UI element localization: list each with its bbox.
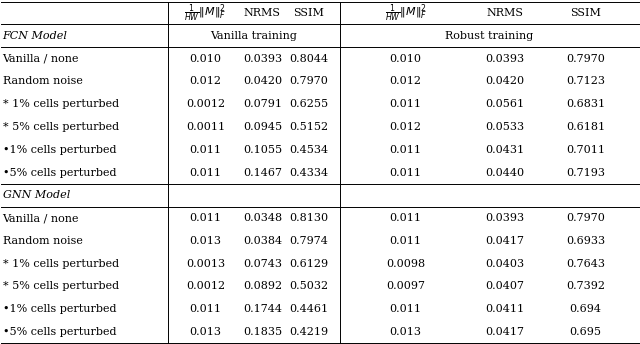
Text: $\frac{1}{HW}\|M\|_F^2$: $\frac{1}{HW}\|M\|_F^2$ [184, 2, 227, 24]
Text: 0.011: 0.011 [189, 304, 221, 314]
Text: 0.7643: 0.7643 [566, 259, 605, 269]
Text: 0.7392: 0.7392 [566, 281, 605, 291]
Text: NRMS: NRMS [486, 8, 523, 18]
Text: 0.011: 0.011 [390, 145, 422, 155]
Text: 0.012: 0.012 [390, 76, 422, 86]
Text: 0.011: 0.011 [390, 304, 422, 314]
Text: * 1% cells perturbed: * 1% cells perturbed [3, 259, 118, 269]
Text: 0.0393: 0.0393 [243, 54, 282, 64]
Text: 0.1744: 0.1744 [243, 304, 282, 314]
Text: 0.0393: 0.0393 [485, 213, 524, 223]
Text: 0.0420: 0.0420 [485, 76, 524, 86]
Text: 0.011: 0.011 [390, 99, 422, 109]
Text: 0.0407: 0.0407 [485, 281, 524, 291]
Text: 0.0011: 0.0011 [186, 122, 225, 132]
Text: 0.7974: 0.7974 [289, 236, 328, 246]
Text: 0.012: 0.012 [390, 122, 422, 132]
Text: 0.0417: 0.0417 [485, 236, 524, 246]
Text: 0.7970: 0.7970 [566, 213, 605, 223]
Text: 0.0417: 0.0417 [485, 327, 524, 337]
Text: Vanilla / none: Vanilla / none [3, 54, 79, 64]
Text: 0.011: 0.011 [390, 168, 422, 178]
Text: 0.1055: 0.1055 [243, 145, 282, 155]
Text: 0.0403: 0.0403 [485, 259, 524, 269]
Text: 0.6255: 0.6255 [289, 99, 328, 109]
Text: $\frac{1}{HW}\|M\|_F^2$: $\frac{1}{HW}\|M\|_F^2$ [385, 2, 427, 24]
Text: •1% cells perturbed: •1% cells perturbed [3, 304, 116, 314]
Text: 0.0097: 0.0097 [386, 281, 425, 291]
Text: 0.4219: 0.4219 [289, 327, 328, 337]
Text: * 5% cells perturbed: * 5% cells perturbed [3, 122, 118, 132]
Text: 0.7970: 0.7970 [566, 54, 605, 64]
Text: 0.010: 0.010 [390, 54, 422, 64]
Text: FCN Model: FCN Model [3, 31, 67, 41]
Text: GNN Model: GNN Model [3, 190, 70, 200]
Text: NRMS: NRMS [244, 8, 281, 18]
Text: 0.0533: 0.0533 [485, 122, 524, 132]
Text: 0.7193: 0.7193 [566, 168, 605, 178]
Text: 0.6181: 0.6181 [566, 122, 605, 132]
Text: 0.8044: 0.8044 [289, 54, 328, 64]
Text: 0.7970: 0.7970 [289, 76, 328, 86]
Text: Random noise: Random noise [3, 236, 83, 246]
Text: •1% cells perturbed: •1% cells perturbed [3, 145, 116, 155]
Text: 0.6831: 0.6831 [566, 99, 605, 109]
Text: 0.013: 0.013 [390, 327, 422, 337]
Text: 0.011: 0.011 [189, 213, 221, 223]
Text: SSIM: SSIM [293, 8, 324, 18]
Text: 0.695: 0.695 [570, 327, 602, 337]
Text: 0.0945: 0.0945 [243, 122, 282, 132]
Text: 0.0098: 0.0098 [386, 259, 426, 269]
Text: 0.011: 0.011 [189, 145, 221, 155]
Text: Robust training: Robust training [445, 31, 534, 41]
Text: SSIM: SSIM [570, 8, 601, 18]
Text: 0.0013: 0.0013 [186, 259, 225, 269]
Text: 0.0791: 0.0791 [243, 99, 282, 109]
Text: 0.0384: 0.0384 [243, 236, 282, 246]
Text: 0.013: 0.013 [189, 236, 221, 246]
Text: 0.1467: 0.1467 [243, 168, 282, 178]
Text: 0.1835: 0.1835 [243, 327, 282, 337]
Text: 0.4534: 0.4534 [289, 145, 328, 155]
Text: 0.0420: 0.0420 [243, 76, 282, 86]
Text: Vanilla / none: Vanilla / none [3, 213, 79, 223]
Text: 0.5152: 0.5152 [289, 122, 328, 132]
Text: 0.010: 0.010 [189, 54, 221, 64]
Text: 0.0012: 0.0012 [186, 281, 225, 291]
Text: 0.7011: 0.7011 [566, 145, 605, 155]
Text: 0.4334: 0.4334 [289, 168, 328, 178]
Text: 0.011: 0.011 [390, 236, 422, 246]
Text: 0.7123: 0.7123 [566, 76, 605, 86]
Text: 0.0743: 0.0743 [243, 259, 282, 269]
Text: 0.011: 0.011 [189, 168, 221, 178]
Text: 0.012: 0.012 [189, 76, 221, 86]
Text: •5% cells perturbed: •5% cells perturbed [3, 168, 116, 178]
Text: 0.694: 0.694 [570, 304, 602, 314]
Text: 0.0431: 0.0431 [485, 145, 524, 155]
Text: 0.0393: 0.0393 [485, 54, 524, 64]
Text: Vanilla training: Vanilla training [211, 31, 297, 41]
Text: 0.013: 0.013 [189, 327, 221, 337]
Text: 0.0440: 0.0440 [485, 168, 524, 178]
Text: Random noise: Random noise [3, 76, 83, 86]
Text: 0.0561: 0.0561 [485, 99, 524, 109]
Text: 0.8130: 0.8130 [289, 213, 328, 223]
Text: •5% cells perturbed: •5% cells perturbed [3, 327, 116, 337]
Text: * 5% cells perturbed: * 5% cells perturbed [3, 281, 118, 291]
Text: 0.4461: 0.4461 [289, 304, 328, 314]
Text: * 1% cells perturbed: * 1% cells perturbed [3, 99, 118, 109]
Text: 0.0012: 0.0012 [186, 99, 225, 109]
Text: 0.0411: 0.0411 [485, 304, 524, 314]
Text: 0.011: 0.011 [390, 213, 422, 223]
Text: 0.5032: 0.5032 [289, 281, 328, 291]
Text: 0.0348: 0.0348 [243, 213, 282, 223]
Text: 0.0892: 0.0892 [243, 281, 282, 291]
Text: 0.6129: 0.6129 [289, 259, 328, 269]
Text: 0.6933: 0.6933 [566, 236, 605, 246]
